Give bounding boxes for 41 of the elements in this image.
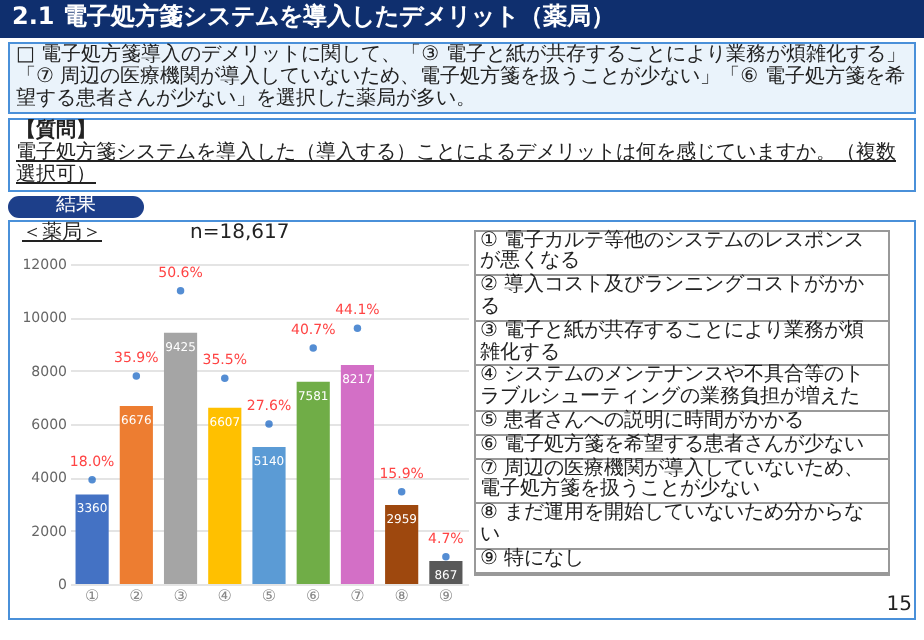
text: ③ 電子と紙が共存することにより業務が煩雑化する	[476, 319, 888, 367]
point	[353, 323, 362, 332]
x-tick-label: ①	[84, 586, 100, 605]
point	[221, 373, 229, 382]
text: ⑥ 電子処方箋を希望する患者さんが少ない	[476, 433, 888, 460]
point	[309, 343, 317, 351]
bar	[208, 406, 242, 584]
point	[442, 552, 450, 560]
bar	[340, 364, 375, 584]
bar	[252, 446, 286, 584]
text: 【質問】	[16, 120, 96, 143]
x-tick-label: ④	[217, 586, 232, 605]
text: n=18,617	[190, 221, 290, 245]
text: 電子処方箋システムを導入した（導入する）ことによるデメリットは何を感じていますか。（複数選択可）	[16, 142, 898, 188]
bar	[385, 504, 419, 584]
x-tick-label: ③	[173, 586, 188, 605]
x-tick-label: ⑨	[438, 586, 454, 605]
x-tick-label: ⑥	[306, 586, 321, 605]
point	[397, 487, 406, 495]
text: ⑨ 特になし	[476, 547, 888, 574]
bar	[75, 493, 109, 584]
text: ⑦ 周辺の医療機関が導入していないため、電子処方箋を扱うことが少ない	[476, 457, 888, 505]
x-tick-label: ⑤	[261, 586, 277, 605]
x-tick-label: ②	[129, 586, 144, 605]
text: ⑤ 患者さんへの説明に時間がかかる	[476, 409, 888, 436]
chart-subtitle: □ 電子処方箋導入のデメリットに関して、「③ 電子と紙が共存することにより業務が煩雑化する」「⑦ 周辺の医療機関が導入していないため、電子処方箋を扱うことが少ない」「⑥ 電子処方箋を希望する患者さんが少ない」を選択した薬局が多い。	[8, 42, 916, 115]
bar	[163, 331, 198, 584]
chart-title: 2.1 電子処方箋システムを導入したデメリット（薬局）	[0, 0, 924, 38]
bar	[119, 405, 153, 584]
text: ② 導入コスト及びランニングコストがかかる	[476, 274, 888, 322]
text: ⑧ まだ運用を開始していないため分からない	[476, 502, 888, 550]
x-tick-label: ⑧	[394, 586, 409, 605]
point	[265, 419, 273, 427]
text: 15	[886, 593, 912, 618]
text: ④ システムのメンテナンスや不具合等のトラブルシューティングの業務負担が増えた	[476, 364, 888, 412]
x-tick-label: ⑦	[350, 586, 365, 605]
point	[176, 286, 185, 294]
point	[132, 371, 141, 379]
text: ＜薬局＞	[22, 221, 102, 245]
bar	[296, 381, 330, 584]
point	[88, 475, 96, 483]
